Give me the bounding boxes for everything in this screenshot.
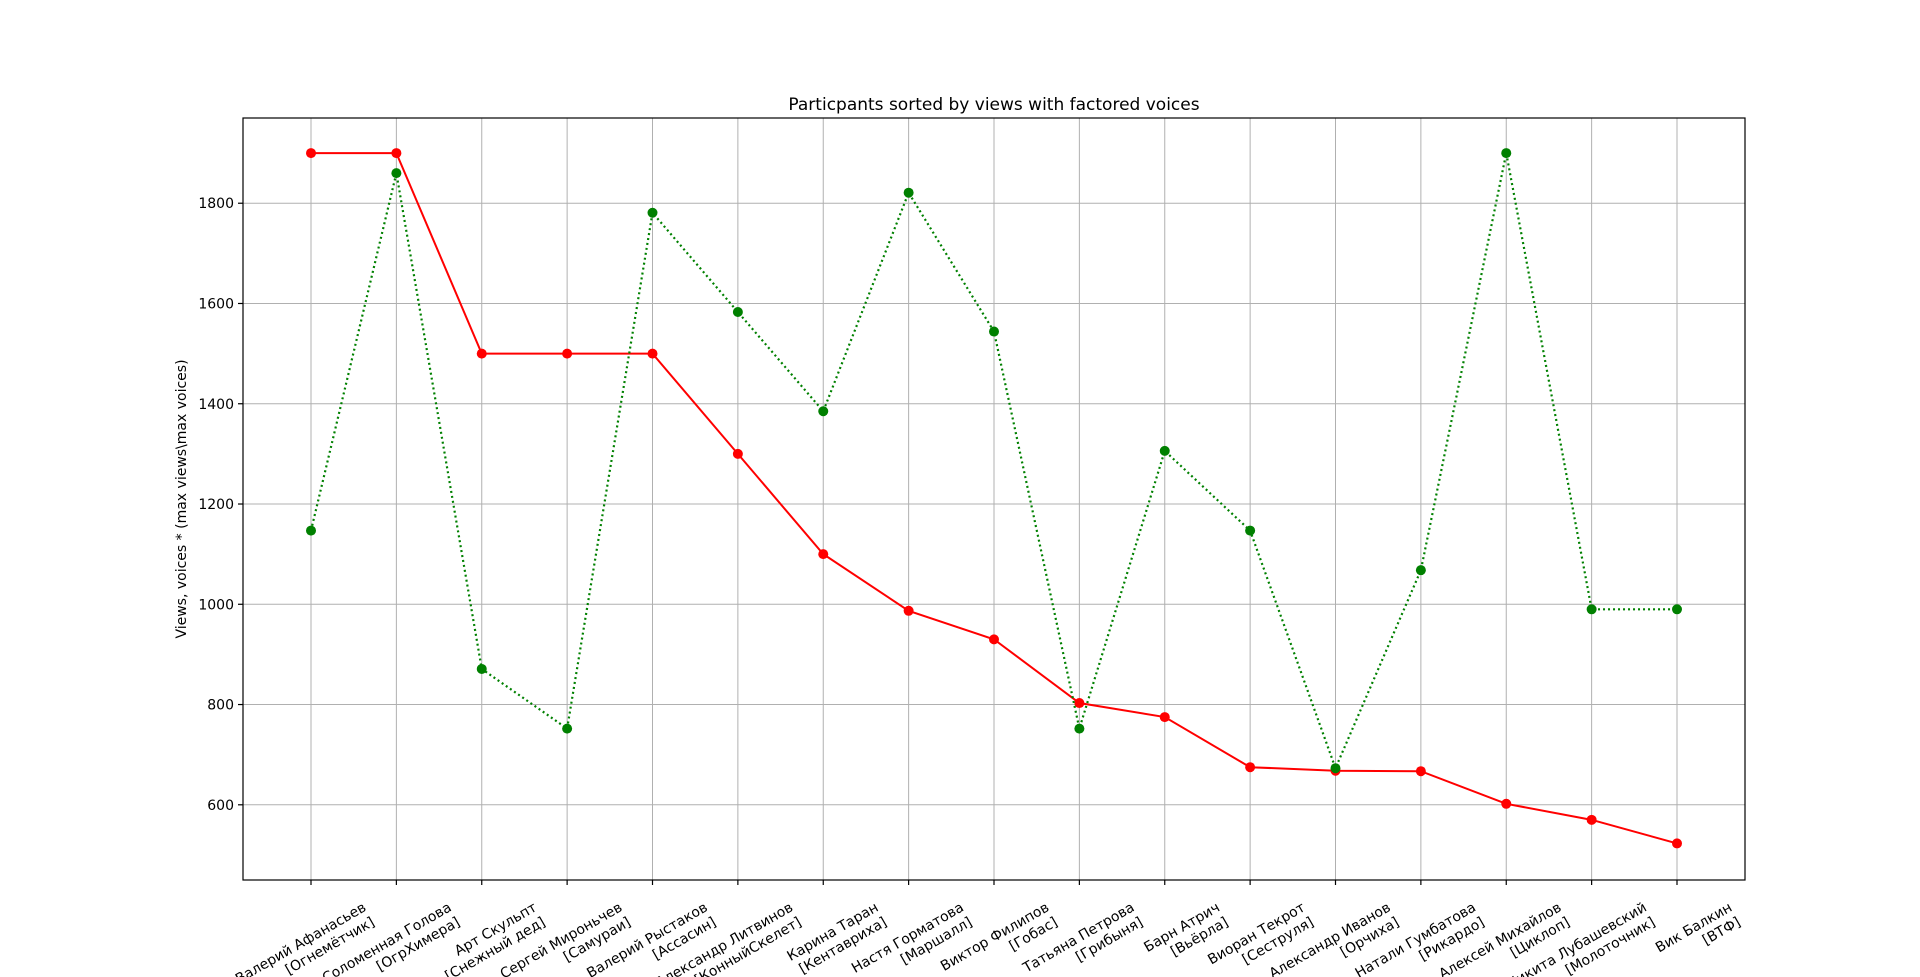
series-1-point [903,605,914,616]
series-2-point [1672,604,1682,615]
chart-title: Particpants sorted by views with factore… [788,95,1199,115]
series-1-point [647,348,658,359]
grid-lines [243,118,1745,880]
series-2-point [903,187,914,198]
series-1-point [562,348,573,359]
y-axis-label: Views, voices * (max views\max voices) [174,359,190,638]
series-2-point [647,207,658,218]
series-2-point [476,663,487,674]
series-1-point [1245,762,1256,773]
series-2-point [1074,723,1085,734]
series-1-point [732,448,743,459]
series-1-point [1415,766,1426,777]
y-tick-label: 1800 [198,196,234,212]
series-1-point [391,148,402,159]
series-2-point [1159,445,1170,456]
y-tick-label: 1200 [198,497,234,513]
series-2-point [391,168,402,179]
series-2-point [562,723,573,734]
series-1-point [1672,838,1682,849]
series-1-point [818,549,829,560]
y-tick-label: 800 [207,698,234,714]
series-2-point [1586,604,1597,615]
y-tick-label: 1400 [198,397,234,413]
series-1-point [476,348,487,359]
series-layer [306,148,1682,849]
series-2-point [1415,565,1426,576]
x-tick-label: Вик Балкин[ВТФ] [1653,900,1744,971]
series-1-point [1501,798,1512,809]
y-tick-label: 600 [207,798,234,814]
series-2-point [818,406,829,417]
series-1-point [1586,814,1597,825]
axis-ticks: Валерий Афанасьев[Огнемётчик]Соломенная … [198,196,1743,977]
series-2-point [1245,525,1256,536]
series-1-point [306,148,316,159]
series-1-point [1074,698,1085,709]
series-1-point [989,634,999,645]
series-2-point [1330,763,1341,774]
y-tick-label: 1000 [198,597,234,613]
y-tick-label: 1600 [198,296,234,312]
series-2-point [306,525,316,536]
series-1 [306,148,1682,849]
series-2-point [732,307,743,318]
series-2 [306,148,1682,774]
series-2-line [309,152,1677,772]
series-2-point [1501,148,1512,159]
series-1-point [1159,712,1170,723]
series-2-point [989,326,999,337]
